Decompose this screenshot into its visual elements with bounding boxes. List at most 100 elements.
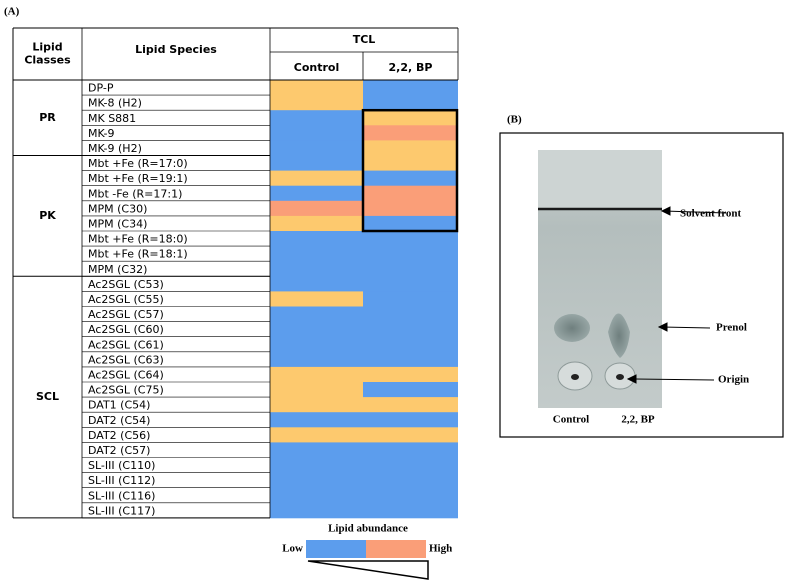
heat-cell xyxy=(270,397,363,413)
species-label: Mbt +Fe (R=18:1) xyxy=(88,248,188,261)
heat-cell xyxy=(270,472,363,489)
species-label: DAT2 (C57) xyxy=(88,444,150,457)
heat-cell xyxy=(270,502,363,519)
heat-cell xyxy=(270,487,363,504)
species-label: Ac2SGL (C63) xyxy=(88,353,164,366)
species-label: SL-III (C112) xyxy=(88,474,155,487)
heat-cell xyxy=(270,170,363,187)
heat-cell xyxy=(363,110,458,126)
species-label: MK-9 xyxy=(88,127,115,140)
heat-cell xyxy=(270,382,363,398)
heat-cell xyxy=(363,95,458,111)
heat-cell xyxy=(363,412,458,428)
panel-label: (A) xyxy=(4,6,20,18)
heat-cell xyxy=(363,382,458,398)
tlc-label: Origin xyxy=(718,374,749,386)
heat-cell xyxy=(270,351,363,368)
heat-cell xyxy=(363,200,458,217)
heat-cell xyxy=(363,276,458,292)
heat-cell xyxy=(270,321,363,338)
tlc-label: Prenol xyxy=(716,322,747,334)
heat-cell xyxy=(363,427,458,443)
species-label: Mbt -Fe (R=17:1) xyxy=(88,187,182,200)
heat-cell xyxy=(270,200,363,217)
species-label: Mbt +Fe (R=19:1) xyxy=(88,172,188,185)
heat-cell xyxy=(270,412,363,428)
class-label: PR xyxy=(39,111,56,124)
heat-cell xyxy=(363,502,458,519)
species-label: DAT2 (C54) xyxy=(88,414,150,427)
heat-cell xyxy=(363,321,458,338)
species-label: Mbt +Fe (R=17:0) xyxy=(88,157,188,170)
heat-cell xyxy=(363,140,458,156)
class-label: PK xyxy=(39,209,56,222)
heat-cell xyxy=(363,246,458,262)
heat-cell xyxy=(270,140,363,156)
legend-title: Lipid abundance xyxy=(328,523,408,535)
species-label: DAT2 (C56) xyxy=(88,429,150,442)
heat-cell xyxy=(270,110,363,126)
species-label: Ac2SGL (C61) xyxy=(88,338,164,351)
heat-cell xyxy=(270,336,363,353)
legend-wedge xyxy=(307,560,429,580)
heat-cell xyxy=(363,487,458,504)
heat-cell xyxy=(363,231,458,247)
heat-cell xyxy=(270,276,363,292)
panel-frame xyxy=(499,132,784,438)
heat-cell xyxy=(363,125,458,141)
species-label: MK-9 (H2) xyxy=(88,142,142,155)
heat-cell xyxy=(270,95,363,111)
heat-cell xyxy=(363,457,458,473)
species-label: SL-III (C116) xyxy=(88,489,155,502)
species-label: Ac2SGL (C55) xyxy=(88,293,164,306)
tlc-plate xyxy=(538,150,662,408)
heat-cell xyxy=(270,427,363,443)
heat-cell xyxy=(363,185,458,202)
species-label: MK S881 xyxy=(88,112,136,125)
heat-cell xyxy=(363,261,458,277)
legend-label: High xyxy=(429,543,452,555)
tlc-label: Solvent front xyxy=(680,208,742,220)
heat-cell xyxy=(270,231,363,247)
species-label: DP-P xyxy=(88,82,114,95)
lane-label: 2,2, BP xyxy=(621,414,655,426)
arrows xyxy=(626,206,727,384)
heat-cell xyxy=(270,185,363,202)
species-label: MPM (C32) xyxy=(88,263,147,276)
heat-cell xyxy=(363,80,458,96)
species-label: MK-8 (H2) xyxy=(88,97,142,110)
species-label: SL-III (C110) xyxy=(88,459,155,472)
heat-cell xyxy=(363,336,458,353)
heat-cell xyxy=(363,397,458,413)
heat-cell xyxy=(270,442,363,458)
heat-cell xyxy=(363,155,458,171)
heat-cell xyxy=(363,306,458,322)
species-label: MPM (C34) xyxy=(88,217,147,230)
species-label: Ac2SGL (C57) xyxy=(88,308,164,321)
heat-cell xyxy=(270,457,363,473)
heat-cell xyxy=(270,291,363,307)
heat-cell xyxy=(270,261,363,277)
heat-cell xyxy=(363,215,458,232)
species-label: Ac2SGL (C64) xyxy=(88,368,164,381)
header-cell: 2,2, BP xyxy=(389,61,433,74)
heat-cell xyxy=(270,246,363,262)
species-label: Mbt +Fe (R=18:0) xyxy=(88,233,188,246)
heat-cell xyxy=(363,366,458,383)
header-cell: Control xyxy=(294,61,339,74)
species-label: DAT1 (C54) xyxy=(88,399,150,412)
heat-cell xyxy=(270,125,363,141)
species-label: Ac2SGL (C75) xyxy=(88,384,164,397)
species-label: MPM (C30) xyxy=(88,202,147,215)
legend-label: Low xyxy=(282,543,303,555)
panel-label: (B) xyxy=(507,114,522,126)
heat-cell xyxy=(363,170,458,187)
heat-cell xyxy=(270,155,363,171)
header-cell: Lipid Classes xyxy=(24,40,71,66)
heat-cell xyxy=(363,442,458,458)
heat-cell xyxy=(270,80,363,96)
heat-cell xyxy=(363,351,458,368)
legend-swatch xyxy=(306,540,366,558)
heat-cell xyxy=(363,291,458,307)
